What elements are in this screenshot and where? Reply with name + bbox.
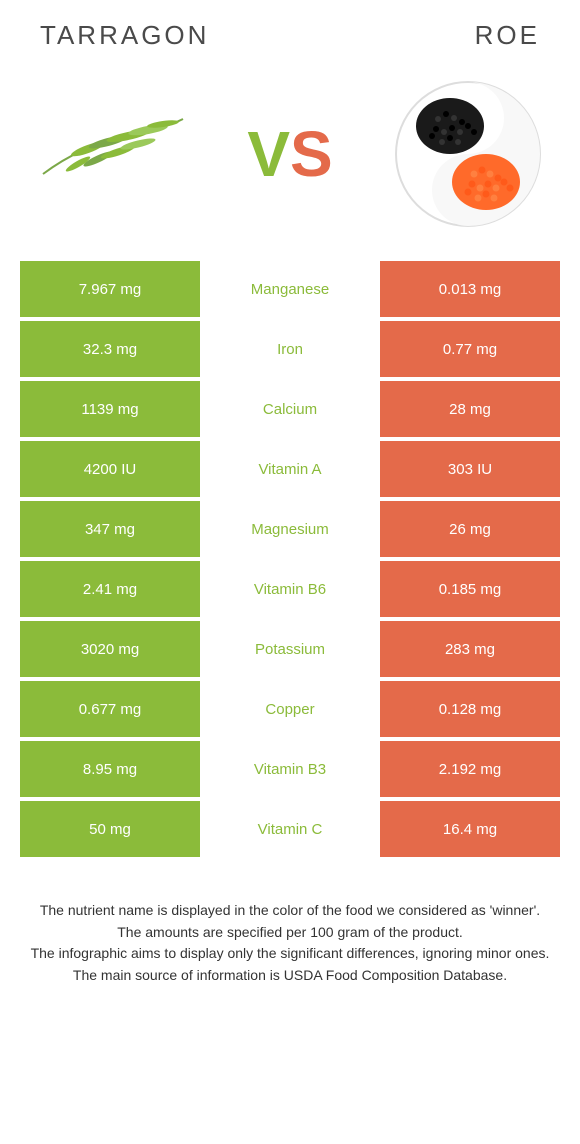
right-value: 2.192 mg [380,741,560,797]
nutrient-name: Vitamin B3 [200,741,380,797]
footer-line-4: The main source of information is USDA F… [30,966,550,986]
right-value: 0.185 mg [380,561,560,617]
orange-roe [452,154,520,210]
table-row: 8.95 mgVitamin B32.192 mg [20,741,560,797]
table-row: 1139 mgCalcium28 mg [20,381,560,437]
nutrient-name: Copper [200,681,380,737]
right-value: 303 IU [380,441,560,497]
vs-s-letter: S [290,117,333,191]
nutrient-name: Manganese [200,261,380,317]
right-value: 0.128 mg [380,681,560,737]
left-food-title: Tarragon [40,20,209,51]
roe-icon [388,74,548,234]
vs-label: VS [247,117,332,191]
table-row: 3020 mgPotassium283 mg [20,621,560,677]
tarragon-image [30,71,195,236]
left-value: 7.967 mg [20,261,200,317]
left-value: 50 mg [20,801,200,857]
right-value: 0.013 mg [380,261,560,317]
table-row: 7.967 mgManganese0.013 mg [20,261,560,317]
left-value: 2.41 mg [20,561,200,617]
nutrient-name: Potassium [200,621,380,677]
footer-line-1: The nutrient name is displayed in the co… [30,901,550,921]
right-value: 283 mg [380,621,560,677]
table-row: 347 mgMagnesium26 mg [20,501,560,557]
footer-line-3: The infographic aims to display only the… [30,944,550,964]
table-row: 32.3 mgIron0.77 mg [20,321,560,377]
right-food-title: Roe [475,20,540,51]
footer-line-2: The amounts are specified per 100 gram o… [30,923,550,943]
footer-notes: The nutrient name is displayed in the co… [0,861,580,1007]
nutrient-table: 7.967 mgManganese0.013 mg32.3 mgIron0.77… [20,261,560,857]
nutrient-name: Calcium [200,381,380,437]
table-row: 2.41 mgVitamin B60.185 mg [20,561,560,617]
nutrient-name: Iron [200,321,380,377]
vs-v-letter: V [247,117,290,191]
black-caviar [416,98,484,154]
header-row: Tarragon Roe [0,0,580,61]
left-value: 0.677 mg [20,681,200,737]
left-value: 347 mg [20,501,200,557]
left-value: 32.3 mg [20,321,200,377]
right-value: 0.77 mg [380,321,560,377]
right-value: 28 mg [380,381,560,437]
right-value: 16.4 mg [380,801,560,857]
left-value: 1139 mg [20,381,200,437]
left-value: 8.95 mg [20,741,200,797]
right-value: 26 mg [380,501,560,557]
nutrient-name: Vitamin C [200,801,380,857]
tarragon-icon [33,94,193,214]
left-value: 4200 IU [20,441,200,497]
nutrient-name: Magnesium [200,501,380,557]
left-value: 3020 mg [20,621,200,677]
table-row: 4200 IUVitamin A303 IU [20,441,560,497]
roe-image [385,71,550,236]
table-row: 0.677 mgCopper0.128 mg [20,681,560,737]
nutrient-name: Vitamin B6 [200,561,380,617]
images-row: VS [0,61,580,261]
table-row: 50 mgVitamin C16.4 mg [20,801,560,857]
nutrient-name: Vitamin A [200,441,380,497]
